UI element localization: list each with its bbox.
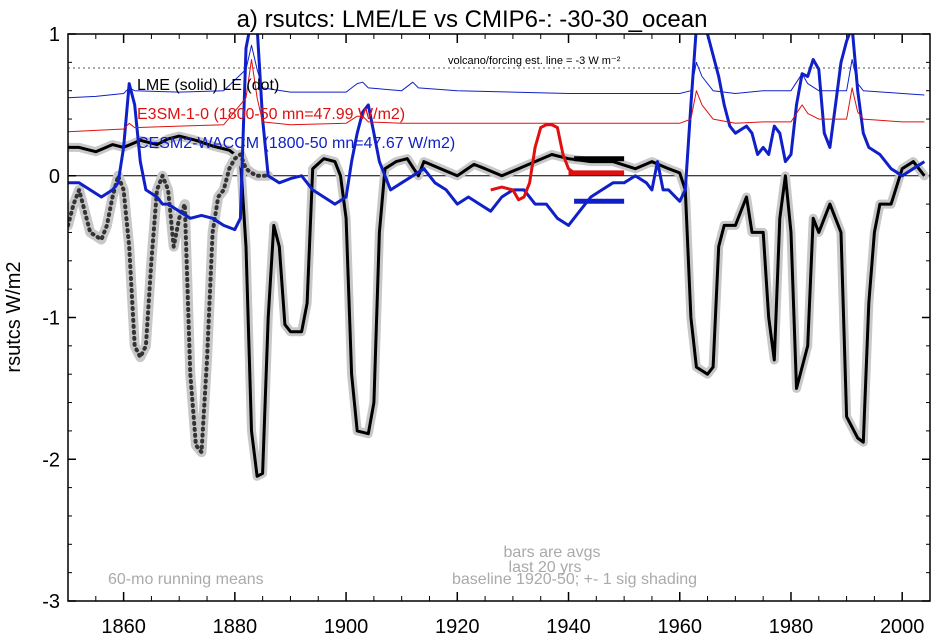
y-tick-label: 1: [49, 24, 60, 46]
x-tick-label: 1920: [435, 616, 480, 638]
series-line-2: [68, 34, 926, 232]
series-line-5: [68, 59, 925, 133]
x-tick-label: 1880: [213, 616, 258, 638]
series-line-4: [68, 44, 925, 99]
series-line-1: [68, 152, 271, 455]
plot-frame: [67, 33, 931, 602]
y-tick-label: -3: [42, 591, 60, 613]
chart-title: a) rsutcs: LME/LE vs CMIP6-: -30-30_ocea…: [237, 6, 708, 33]
x-tick-label: 1900: [324, 616, 369, 638]
y-tick-label: -1: [42, 308, 60, 330]
plot-area: -3 -2 -1 0 1 1860 1880 1900 1920 1940 1960 1980 200…: [42, 24, 931, 638]
x-tick-label: 2000: [880, 616, 925, 638]
bars-layer: [568, 156, 625, 204]
bars-note-line1: bars are avgs: [504, 544, 601, 561]
series-line-3: [490, 123, 580, 202]
bottom-right-note: baseline 1920-50; +- 1 sig shading: [452, 571, 697, 588]
y-tick-label: -2: [42, 449, 60, 471]
legend-cesm2: CESM2-WACCM (1800-50 mn=47.67 W/m2): [137, 135, 455, 152]
y-tick-label: 0: [49, 166, 60, 188]
legend-lme-le: LME (solid) LE (dot): [137, 77, 279, 94]
bottom-left-note: 60-mo running means: [108, 571, 264, 588]
x-axis-ticks: 1860 1880 1900 1920 1940 1960 1980 2000: [67, 34, 931, 638]
x-tick-label: 1940: [546, 616, 591, 638]
x-tick-label: 1980: [769, 616, 814, 638]
y-axis-ticks: -3 -2 -1 0 1: [42, 24, 930, 613]
x-tick-label: 1960: [657, 616, 702, 638]
bars-note-line2: last 20 yrs: [509, 559, 582, 576]
x-tick-label: 1860: [101, 616, 146, 638]
top-annotation: volcano/forcing est. line = -3 W m⁻²: [448, 55, 621, 67]
series-line-0: [68, 134, 926, 478]
y-axis-label: rsutcs W/m2: [3, 261, 25, 372]
series-layer: [68, 34, 929, 481]
legend-e3sm: E3SM-1-0 (1800-50 mn=47.99 W/m2): [137, 106, 405, 123]
